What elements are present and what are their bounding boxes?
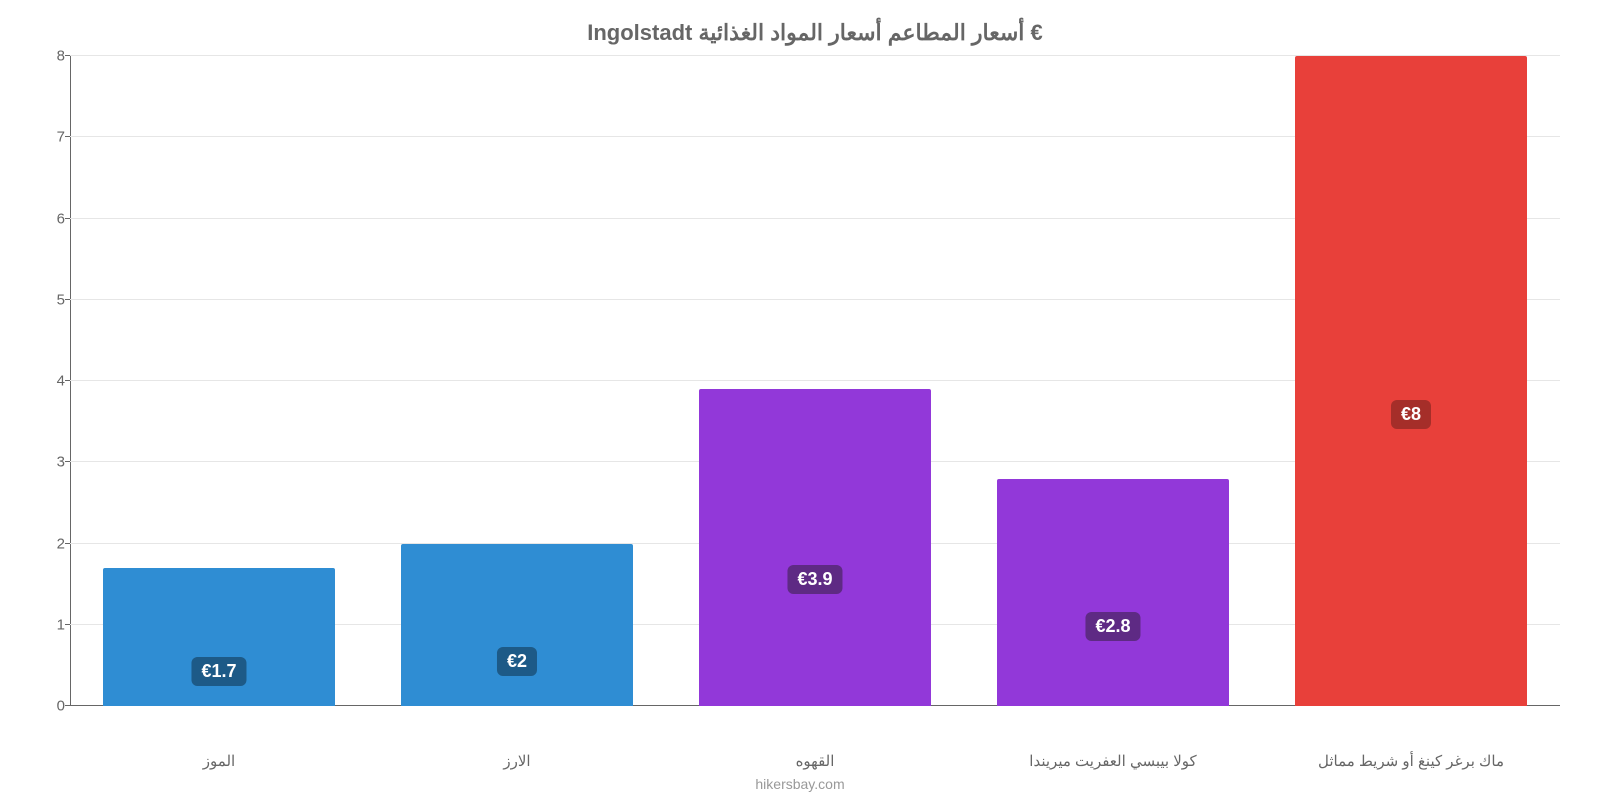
y-tick-mark	[65, 543, 70, 544]
y-tick-label: 3	[35, 454, 65, 471]
y-tick-label: 0	[35, 698, 65, 715]
plot-area: 012345678 €8€2.8€3.9€2€1.7	[70, 56, 1560, 706]
y-tick-label: 6	[35, 210, 65, 227]
bar: €8	[1295, 56, 1527, 706]
bar: €3.9	[699, 389, 931, 706]
chart-title: € أسعار المطاعم أسعار المواد الغذائية In…	[70, 20, 1560, 46]
y-tick-label: 2	[35, 535, 65, 552]
y-tick-label: 8	[35, 48, 65, 65]
x-category-label: الموز	[70, 752, 368, 770]
bar-slot: €2	[368, 56, 666, 706]
bar-value-label: €8	[1391, 400, 1431, 429]
chart-container: € أسعار المطاعم أسعار المواد الغذائية In…	[0, 0, 1600, 800]
source-text: hikersbay.com	[0, 776, 1600, 792]
bar: €2	[401, 544, 633, 707]
bar-value-label: €2	[497, 647, 537, 676]
y-tick-mark	[65, 624, 70, 625]
y-tick-label: 1	[35, 616, 65, 633]
bar-slot: €1.7	[70, 56, 368, 706]
y-tick-label: 4	[35, 373, 65, 390]
bar-value-label: €1.7	[191, 657, 246, 686]
bar-value-label: €2.8	[1085, 612, 1140, 641]
y-tick-label: 5	[35, 291, 65, 308]
bar-slot: €3.9	[666, 56, 964, 706]
y-tick-mark	[65, 55, 70, 56]
x-axis-labels: ماك برغر كينغ أو شريط مماثلكولا بيبسي ال…	[70, 752, 1560, 770]
y-axis: 012345678	[30, 56, 65, 706]
y-tick-mark	[65, 218, 70, 219]
y-tick-mark	[65, 136, 70, 137]
x-category-label: الارز	[368, 752, 666, 770]
x-category-label: كولا بيبسي العفريت ميريندا	[964, 752, 1262, 770]
bar: €2.8	[997, 479, 1229, 707]
y-tick-mark	[65, 461, 70, 462]
y-tick-mark	[65, 380, 70, 381]
bar: €1.7	[103, 568, 335, 706]
y-tick-mark	[65, 705, 70, 706]
y-tick-label: 7	[35, 129, 65, 146]
bar-slot: €8	[1262, 56, 1560, 706]
bars-area: €8 €2.8 €3.9 €2 €1.7	[70, 56, 1560, 706]
x-category-label: القهوه	[666, 752, 964, 770]
y-tick-mark	[65, 299, 70, 300]
bar-slot: €2.8	[964, 56, 1262, 706]
x-category-label: ماك برغر كينغ أو شريط مماثل	[1262, 752, 1560, 770]
bar-value-label: €3.9	[787, 565, 842, 594]
